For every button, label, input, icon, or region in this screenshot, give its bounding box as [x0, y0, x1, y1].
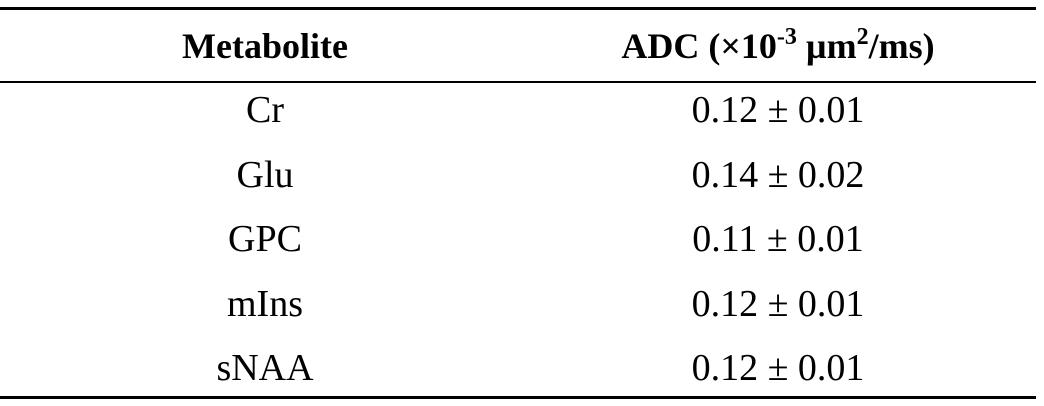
metabolite-cell: Glu	[236, 153, 294, 196]
header-superscript: 2	[856, 24, 869, 50]
adc-cell: 0.12 ± 0.01	[691, 282, 865, 325]
metabolite-cell: sNAA	[216, 347, 314, 389]
header-text: ADC (×10	[621, 26, 777, 66]
adc-cell: 0.14 ± 0.02	[691, 153, 865, 196]
header-cell: ADC (×10-3 µm2/ms)	[520, 14, 1036, 78]
top-rule	[0, 7, 1036, 10]
adc-cell: 0.11 ± 0.01	[692, 218, 864, 260]
header-rule	[0, 81, 1036, 83]
header-text: µm	[796, 26, 857, 66]
header-superscript: -3	[776, 24, 797, 50]
header-text: /ms)	[868, 26, 935, 66]
bottom-rule	[0, 396, 1036, 399]
metabolite-cell: Cr	[246, 89, 284, 131]
metabolite-cell: GPC	[228, 218, 302, 260]
header-cell: Metabolite	[182, 26, 348, 66]
adc-cell: 0.12 ± 0.01	[691, 347, 865, 389]
metabolite-cell: mIns	[227, 282, 303, 325]
adc-cell: 0.12 ± 0.01	[691, 89, 865, 131]
